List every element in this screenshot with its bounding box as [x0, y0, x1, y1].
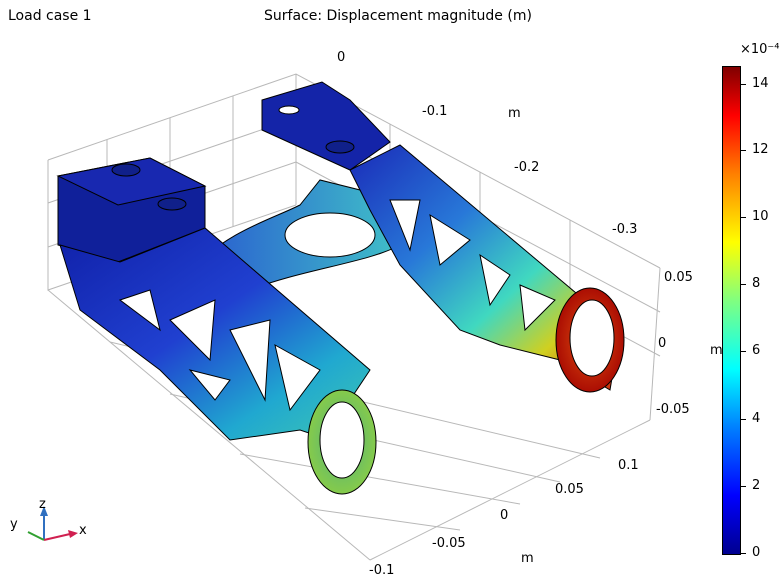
colorbar-tick-mark	[741, 419, 746, 420]
plot-title: Surface: Displacement magnitude (m)	[264, 8, 532, 24]
colorbar	[722, 66, 741, 555]
colorbar-tick-mark	[741, 486, 746, 487]
bottom-tick-1: 0.05	[555, 482, 584, 497]
bottom-tick-3: -0.05	[432, 536, 466, 551]
left-arm	[59, 227, 371, 441]
right-arm	[349, 144, 621, 391]
x-unit-label: m	[508, 106, 521, 121]
triad-x-label: x	[79, 523, 87, 538]
dataset-title: Load case 1	[8, 8, 92, 24]
right-mount-block	[261, 81, 391, 171]
colorbar-tick-8: 8	[752, 276, 761, 291]
colorbar-tick-10: 10	[752, 209, 769, 224]
colorbar-tick-mark	[741, 150, 746, 151]
left-mount-block	[56, 157, 207, 263]
colorbar-tick-12: 12	[752, 142, 769, 157]
colorbar-tick-mark	[741, 351, 746, 352]
colorbar-tick-4: 4	[752, 411, 761, 426]
right-tick-2: -0.05	[656, 402, 690, 417]
top-tick-2: -0.2	[514, 160, 540, 175]
bottom-tick-2: 0	[500, 508, 509, 523]
top-tick-1: -0.1	[422, 104, 448, 119]
z-unit-label: m	[710, 343, 723, 358]
bottom-tick-0: 0.1	[618, 458, 639, 473]
colorbar-tick-2: 2	[752, 478, 761, 493]
top-tick-3: -0.3	[612, 222, 638, 237]
triad-z-label: z	[39, 497, 46, 512]
colorbar-tick-6: 6	[752, 343, 761, 358]
colorbar-multiplier: ×10⁻⁴	[740, 42, 780, 57]
axis-triad	[27, 506, 78, 541]
triad-y-label: y	[10, 517, 18, 532]
colorbar-gradient	[722, 66, 741, 555]
right-lug-ring	[555, 287, 625, 393]
colorbar-tick-0: 0	[752, 545, 761, 560]
colorbar-tick-mark	[741, 217, 746, 218]
colorbar-tick-14: 14	[752, 76, 769, 91]
top-tick-0: 0	[337, 50, 346, 65]
right-tick-1: 0	[658, 336, 667, 351]
left-lug-ring	[307, 389, 377, 495]
bottom-tick-4: -0.1	[369, 563, 395, 578]
colorbar-tick-mark	[741, 284, 746, 285]
y-unit-label: m	[521, 551, 534, 566]
colorbar-tick-mark	[741, 84, 746, 85]
colorbar-tick-mark	[741, 553, 746, 554]
right-tick-0: 0.05	[664, 270, 693, 285]
